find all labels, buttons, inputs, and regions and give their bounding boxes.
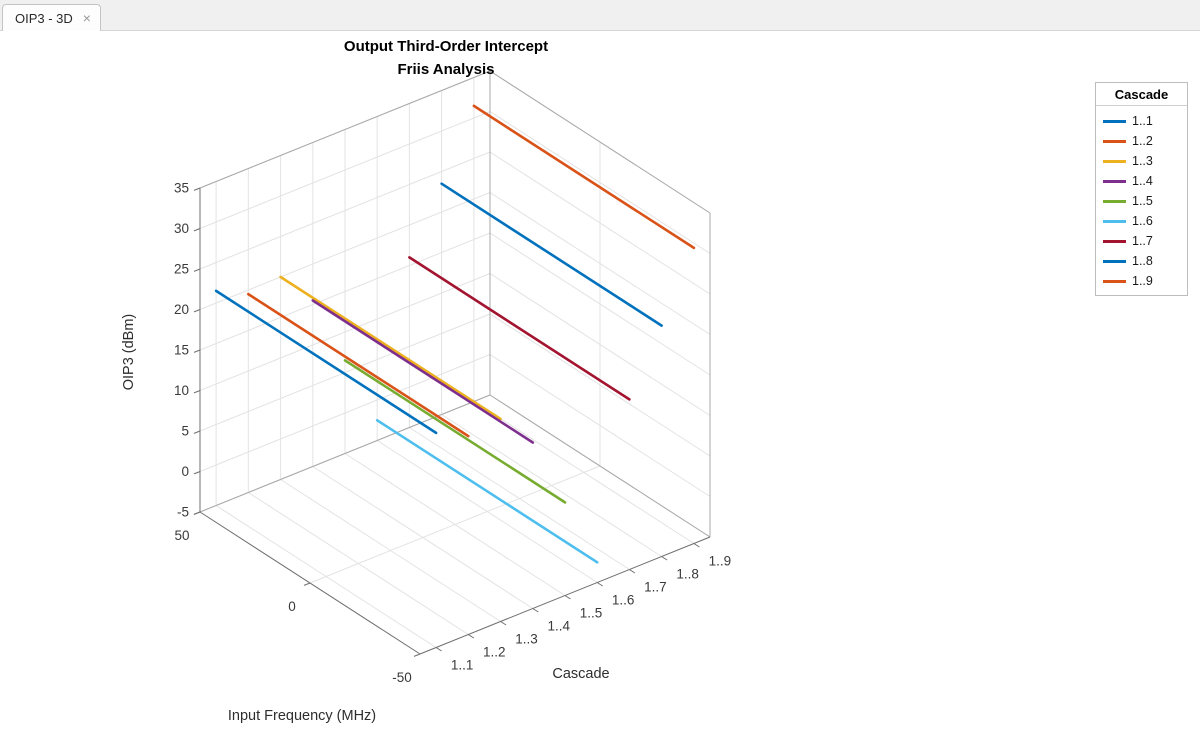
legend: Cascade 1..1 1..2 1..3 1..4 1..5 1..6 1..7 1..8… bbox=[1095, 82, 1188, 296]
legend-entry-label: 1..5 bbox=[1132, 194, 1153, 208]
x-tick-label: -50 bbox=[392, 670, 412, 685]
tick-labels: 35302520151050-5500-501..11..21..31..41.… bbox=[174, 181, 731, 686]
legend-entry-label: 1..2 bbox=[1132, 134, 1153, 148]
series-line-1..3 bbox=[279, 275, 502, 421]
series-line-1..9 bbox=[472, 104, 696, 250]
chart-title: Output Third-Order Intercept Friis Analy… bbox=[196, 35, 696, 81]
y-tick-label: 1..8 bbox=[676, 567, 699, 582]
legend-line-swatch bbox=[1103, 259, 1126, 263]
z-tick-label: -5 bbox=[177, 505, 189, 520]
grid-lines bbox=[199, 70, 711, 655]
legend-line-swatch bbox=[1103, 199, 1126, 203]
legend-entry-1..4: 1..4 bbox=[1096, 171, 1187, 191]
z-tick-label: 15 bbox=[174, 343, 189, 358]
z-tick-label: 5 bbox=[181, 424, 189, 439]
series-line-1..5 bbox=[343, 359, 567, 504]
y-tick-label: 1..9 bbox=[709, 554, 732, 569]
legend-entry-label: 1..9 bbox=[1132, 274, 1153, 288]
legend-line-swatch bbox=[1103, 139, 1126, 143]
legend-entries: 1..1 1..2 1..3 1..4 1..5 1..6 1..7 1..8 1..9 bbox=[1096, 106, 1187, 295]
y-tick-label: 1..2 bbox=[483, 645, 506, 660]
legend-line-swatch bbox=[1103, 179, 1126, 183]
legend-entry-1..7: 1..7 bbox=[1096, 231, 1187, 251]
legend-entry-label: 1..8 bbox=[1132, 254, 1153, 268]
legend-entry-1..5: 1..5 bbox=[1096, 191, 1187, 211]
tab-oip3-3d[interactable]: OIP3 - 3D × bbox=[2, 4, 101, 31]
chart-title-line1: Output Third-Order Intercept bbox=[343, 38, 549, 55]
legend-entry-label: 1..7 bbox=[1132, 234, 1153, 248]
y-tick-label: 1..6 bbox=[612, 593, 635, 608]
z-tick-label: 10 bbox=[174, 383, 189, 398]
z-axis-label: OIP3 (dBm) bbox=[121, 314, 137, 391]
legend-line-swatch bbox=[1103, 239, 1126, 243]
z-tick-label: 20 bbox=[174, 302, 189, 317]
series-line-1..4 bbox=[311, 299, 535, 444]
series-line-1..1 bbox=[214, 289, 438, 435]
legend-entry-label: 1..4 bbox=[1132, 174, 1153, 188]
legend-entry-1..6: 1..6 bbox=[1096, 211, 1187, 231]
z-tick-label: 30 bbox=[174, 221, 189, 236]
legend-title: Cascade bbox=[1096, 83, 1187, 106]
legend-entry-1..8: 1..8 bbox=[1096, 251, 1187, 271]
chart-title-line2: Friis Analysis bbox=[397, 61, 495, 78]
axis-labels: Input Frequency (MHz) Cascade OIP3 (dBm) bbox=[121, 314, 610, 724]
tab-bar: OIP3 - 3D × bbox=[0, 0, 1200, 31]
legend-entry-label: 1..3 bbox=[1132, 154, 1153, 168]
series-line-1..2 bbox=[247, 292, 470, 438]
series-line-1..8 bbox=[440, 182, 663, 327]
x-axis-label: Input Frequency (MHz) bbox=[228, 708, 376, 724]
axes-box bbox=[199, 70, 711, 538]
legend-entry-1..3: 1..3 bbox=[1096, 151, 1187, 171]
tab-close-icon[interactable]: × bbox=[82, 10, 91, 26]
legend-entry-label: 1..1 bbox=[1132, 114, 1153, 128]
legend-line-swatch bbox=[1103, 219, 1126, 223]
y-tick-label: 1..4 bbox=[548, 619, 571, 634]
z-tick-label: 25 bbox=[174, 262, 189, 277]
legend-entry-1..2: 1..2 bbox=[1096, 131, 1187, 151]
x-tick-label: 0 bbox=[288, 599, 296, 614]
x-tick-label: 50 bbox=[174, 528, 189, 543]
tab-title: OIP3 - 3D bbox=[15, 10, 73, 26]
y-tick-label: 1..7 bbox=[644, 580, 667, 595]
y-tick-label: 1..1 bbox=[451, 658, 474, 673]
y-axis-label: Cascade bbox=[552, 666, 609, 682]
y-tick-label: 1..5 bbox=[580, 606, 603, 621]
legend-entry-label: 1..6 bbox=[1132, 214, 1153, 228]
legend-entry-1..9: 1..9 bbox=[1096, 271, 1187, 291]
axis-lines bbox=[193, 187, 711, 657]
legend-line-swatch bbox=[1103, 159, 1126, 163]
legend-entry-1..1: 1..1 bbox=[1096, 111, 1187, 131]
data-lines bbox=[214, 104, 696, 564]
z-tick-label: 0 bbox=[181, 464, 189, 479]
legend-line-swatch bbox=[1103, 279, 1126, 283]
z-tick-label: 35 bbox=[174, 181, 189, 196]
y-tick-label: 1..3 bbox=[515, 632, 538, 647]
legend-line-swatch bbox=[1103, 119, 1126, 123]
series-line-1..7 bbox=[408, 256, 631, 401]
series-line-1..6 bbox=[375, 418, 599, 564]
